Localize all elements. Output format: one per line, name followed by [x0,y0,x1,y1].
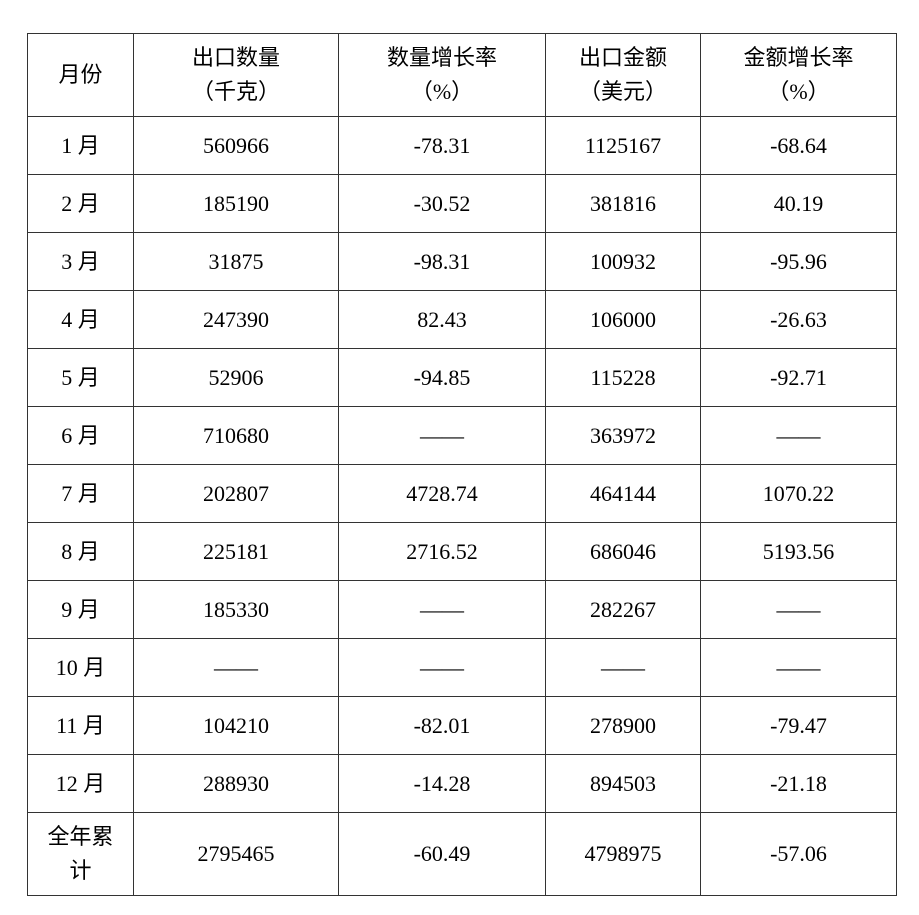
table-cell: 560966 [133,116,339,175]
table-cell: —— [700,406,897,465]
table-cell: 710680 [133,406,339,465]
total-label: 全年累计 [27,812,134,896]
table-cell: -78.31 [338,116,546,175]
table-cell: -60.49 [338,812,546,896]
table-cell: 247390 [133,290,339,349]
table-cell: 288930 [133,754,339,813]
month-cell: 2 月 [27,174,134,233]
table-row: 8 月 225181 2716.52 686046 5193.56 [27,522,897,581]
table-cell: 104210 [133,696,339,755]
header-row: 月份 出口数量 （千克） 数量增长率 （%） 出口金额 （美元） 金额增长率 （%） [27,33,897,117]
table-row: 4 月 247390 82.43 106000 -26.63 [27,290,897,349]
header-text: 出口数量 [191,45,280,70]
month-cell: 7 月 [27,464,134,523]
header-month: 月份 [27,33,134,117]
table-cell: 1070.22 [700,464,897,523]
table-cell: 4728.74 [338,464,546,523]
header-unit: （%） [410,79,474,104]
header-unit: （千克） [191,79,280,104]
table-cell: 381816 [545,174,701,233]
export-table: 月份 出口数量 （千克） 数量增长率 （%） 出口金额 （美元） 金额增长率 （%） 1… [27,33,897,896]
table-cell: 282267 [545,580,701,639]
table-cell: 52906 [133,348,339,407]
table-cell: —— [338,638,546,697]
table-row: 6 月 710680 —— 363972 —— [27,406,897,465]
table-row: 1 月 560966 -78.31 1125167 -68.64 [27,116,897,175]
table-cell: 363972 [545,406,701,465]
month-cell: 6 月 [27,406,134,465]
table-row: 11 月 104210 -82.01 278900 -79.47 [27,696,897,755]
total-row: 全年累计 2795465 -60.49 4798975 -57.06 [27,812,897,896]
table-cell: -57.06 [700,812,897,896]
table-cell: 2795465 [133,812,339,896]
table-cell: —— [338,406,546,465]
table-cell: 278900 [545,696,701,755]
table-row: 10 月 —— —— —— —— [27,638,897,697]
month-cell: 3 月 [27,232,134,291]
table-cell: 464144 [545,464,701,523]
month-cell: 8 月 [27,522,134,581]
total-label-text: 计 [69,858,92,883]
header-unit: （美元） [578,79,667,104]
header-amount: 出口金额 （美元） [545,33,701,117]
table-cell: 894503 [545,754,701,813]
month-cell: 1 月 [27,116,134,175]
header-text: 月份 [58,62,103,87]
table-row: 3 月 31875 -98.31 100932 -95.96 [27,232,897,291]
month-cell: 10 月 [27,638,134,697]
total-label-text: 全年累 [47,824,114,849]
table-row: 5 月 52906 -94.85 115228 -92.71 [27,348,897,407]
table-cell: —— [338,580,546,639]
table-cell: -14.28 [338,754,546,813]
month-cell: 11 月 [27,696,134,755]
month-cell: 9 月 [27,580,134,639]
table-cell: -95.96 [700,232,897,291]
table-cell: 4798975 [545,812,701,896]
table-cell: 225181 [133,522,339,581]
header-amount-growth: 金额增长率 （%） [700,33,897,117]
table-cell: 82.43 [338,290,546,349]
table-cell: —— [133,638,339,697]
table-cell: 185330 [133,580,339,639]
month-cell: 12 月 [27,754,134,813]
table-cell: -26.63 [700,290,897,349]
table-cell: -82.01 [338,696,546,755]
header-text: 出口金额 [578,45,667,70]
table-cell: -98.31 [338,232,546,291]
header-text: 金额增长率 [743,45,854,70]
table-cell: 115228 [545,348,701,407]
month-cell: 5 月 [27,348,134,407]
header-quantity: 出口数量 （千克） [133,33,339,117]
table-cell: —— [700,638,897,697]
table-cell: 106000 [545,290,701,349]
table-row: 12 月 288930 -14.28 894503 -21.18 [27,754,897,813]
header-text: 数量增长率 [386,45,497,70]
table-cell: 686046 [545,522,701,581]
table-cell: 1125167 [545,116,701,175]
table-cell: 5193.56 [700,522,897,581]
table-cell: 185190 [133,174,339,233]
table-cell: -79.47 [700,696,897,755]
table-cell: -21.18 [700,754,897,813]
header-quantity-growth: 数量增长率 （%） [338,33,546,117]
table-cell: -68.64 [700,116,897,175]
table-cell: 31875 [133,232,339,291]
table-cell: -94.85 [338,348,546,407]
table-cell: 2716.52 [338,522,546,581]
table-row: 7 月 202807 4728.74 464144 1070.22 [27,464,897,523]
table-cell: —— [700,580,897,639]
table-cell: -30.52 [338,174,546,233]
table-cell: -92.71 [700,348,897,407]
table-row: 2 月 185190 -30.52 381816 40.19 [27,174,897,233]
table-cell: 100932 [545,232,701,291]
table-cell: 202807 [133,464,339,523]
table-row: 9 月 185330 —— 282267 —— [27,580,897,639]
header-unit: （%） [767,79,830,104]
table-cell: —— [545,638,701,697]
table-cell: 40.19 [700,174,897,233]
month-cell: 4 月 [27,290,134,349]
